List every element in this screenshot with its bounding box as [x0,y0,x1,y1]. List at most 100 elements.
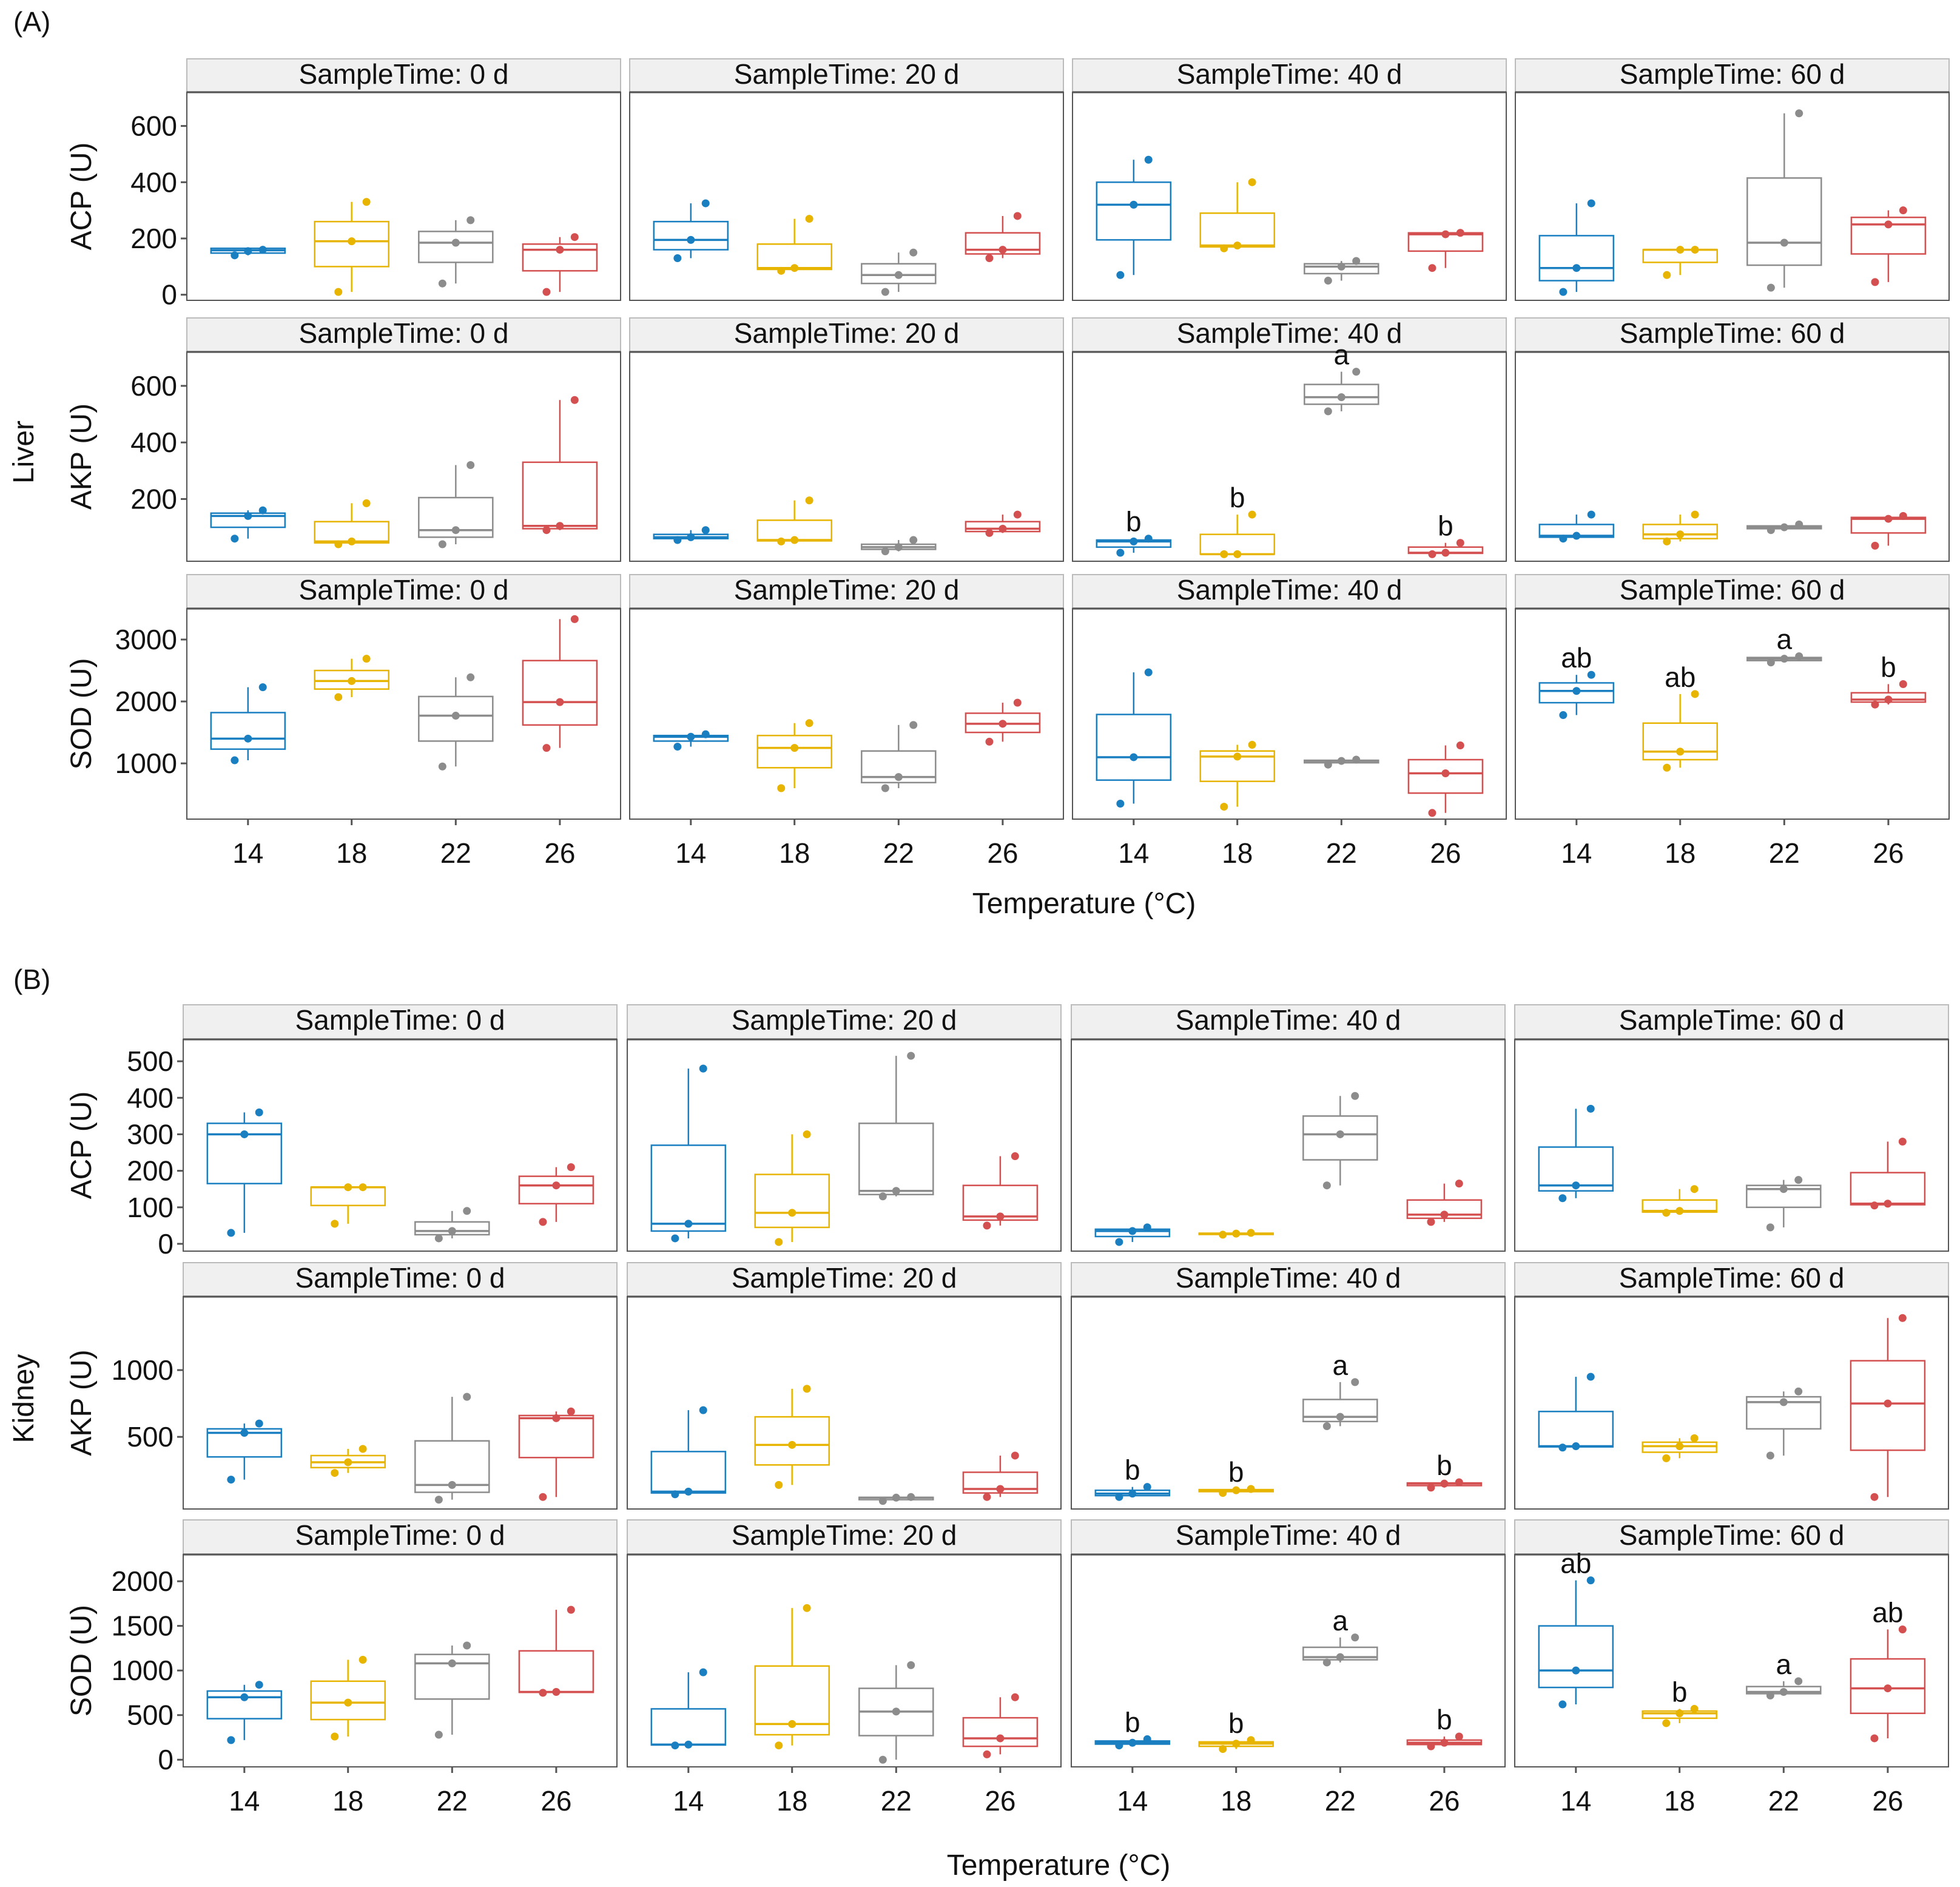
data-point-b-acp-t3-26 [1870,1201,1879,1210]
data-point-b-akp-t1-18 [775,1480,783,1489]
data-point-b-akp-t3-22 [1779,1398,1788,1406]
box-a-acp-t0-22 [418,231,494,263]
box-b-sod-t1-26 [962,1717,1039,1747]
significance-letter-b-sod-t2-14: b [1125,1706,1140,1738]
box-b-acp-t1-18 [754,1173,830,1229]
data-point-a-acp-t1-18 [790,264,799,272]
data-point-b-acp-t1-14 [699,1064,707,1073]
data-point-b-acp-t0-14 [255,1108,263,1116]
y-tick-label-b-akp: 500 [127,1421,173,1453]
data-point-a-akp-t0-14 [244,511,252,520]
box-a-acp-t3-22 [1746,177,1822,266]
data-point-b-sod-t2-22 [1322,1658,1331,1667]
facet-strip-b-acp-t0 [183,1004,618,1040]
data-point-a-acp-t3-22 [1766,283,1775,292]
data-point-b-akp-t2-26 [1455,1478,1463,1487]
data-point-a-sod-t3-22 [1795,652,1803,661]
data-point-a-akp-t1-22 [894,543,903,552]
data-point-b-akp-t0-26 [552,1414,561,1422]
data-point-a-akp-t2-26 [1441,549,1450,557]
data-point-b-akp-t2-22 [1351,1378,1359,1386]
significance-letter-b-sod-t3-18: b [1672,1676,1688,1707]
organ-label-kidney: Kidney [8,1354,40,1443]
facet-strip-a-akp-t3 [1515,317,1950,353]
data-point-a-sod-t2-14 [1116,799,1125,808]
facet-strip-a-acp-t1 [629,58,1064,93]
x-tick-label-a-sod-t3-22: 22 [1769,837,1800,869]
data-point-b-akp-t0-14 [255,1419,263,1428]
data-point-a-sod-t3-14 [1587,670,1595,679]
data-point-a-acp-t0-14 [244,247,252,255]
facet-strip-label-a-acp-t3: SampleTime: 60 d [1620,58,1845,90]
data-point-b-acp-t0-26 [567,1163,575,1172]
x-tick-label-b-sod-t0-22: 22 [437,1785,468,1817]
data-point-a-acp-t3-26 [1871,278,1879,286]
facet-strip-b-akp-t0 [183,1262,618,1297]
facet-strip-a-sod-t1 [629,574,1064,609]
box-b-akp-t1-14 [650,1451,727,1494]
panel-frame-b-acp-t2 [1071,1039,1506,1252]
significance-letter-b-sod-t3-14: ab [1560,1548,1591,1579]
section-label-a: (A) [13,6,50,38]
box-a-acp-t2-18 [1199,212,1275,248]
data-point-b-akp-t0-18 [344,1458,352,1467]
data-point-b-sod-t0-26 [539,1689,547,1697]
data-point-b-akp-t1-22 [907,1493,915,1501]
facet-strip-label-a-sod-t0: SampleTime: 0 d [299,574,509,606]
facet-grid: ACP (U) 0 200 400 600 SampleTime: 0 d SampleTi… [66,58,1950,1817]
data-point-a-acp-t2-14 [1130,200,1138,209]
data-point-b-acp-t0-26 [539,1218,547,1226]
data-point-b-akp-t0-18 [359,1445,367,1453]
significance-letter-a-sod-t3-18: ab [1665,661,1696,693]
facet-strip-a-acp-t3 [1515,58,1950,93]
data-point-b-sod-t3-22 [1766,1691,1774,1700]
data-point-a-sod-t3-14 [1572,687,1581,695]
data-point-a-acp-t0-26 [542,288,551,296]
data-point-b-acp-t3-14 [1586,1104,1595,1113]
facet-strip-label-b-acp-t1: SampleTime: 20 d [732,1004,957,1036]
x-tick-label-b-sod-t2-26: 26 [1429,1785,1460,1817]
data-point-a-akp-t2-26 [1428,550,1436,558]
data-point-a-akp-t0-26 [542,526,551,535]
data-point-a-acp-t0-26 [556,246,564,254]
data-point-b-sod-t1-14 [699,1668,707,1676]
data-point-a-sod-t2-14 [1144,668,1153,677]
data-point-a-akp-t2-18 [1248,510,1256,519]
data-point-b-sod-t0-26 [552,1687,561,1696]
y-axis-title-b-acp: ACP (U) [66,1092,98,1200]
data-point-b-sod-t1-26 [1011,1693,1019,1701]
data-point-a-sod-t3-26 [1899,680,1907,689]
x-tick-label-b-sod-t2-22: 22 [1325,1785,1356,1817]
data-point-b-akp-t1-14 [684,1487,693,1496]
data-point-a-akp-t0-26 [570,396,579,404]
data-point-a-akp-t0-14 [231,535,239,543]
data-point-b-acp-t1-22 [907,1052,915,1060]
data-point-a-sod-t0-14 [258,683,267,692]
panel-frame-a-sod-t2 [1072,608,1507,820]
x-tick-label-b-sod-t1-18: 18 [776,1785,807,1817]
panel-frame-a-acp-t2 [1072,92,1507,301]
data-point-b-sod-t2-26 [1440,1738,1449,1747]
y-tick-label-a-acp: 0 [161,279,177,311]
x-tick-label-b-sod-t3-22: 22 [1768,1785,1799,1817]
data-point-a-akp-t2-22 [1337,393,1345,402]
data-point-b-acp-t1-14 [684,1220,693,1228]
x-tick-label-a-sod-t0-22: 22 [440,837,471,869]
data-point-a-acp-t2-14 [1144,155,1153,164]
significance-letter-a-sod-t3-14: ab [1561,642,1592,673]
facet-strip-label-b-akp-t1: SampleTime: 20 d [732,1262,957,1294]
data-point-a-sod-t2-18 [1220,803,1228,811]
data-point-b-akp-t0-14 [240,1429,249,1437]
data-point-b-akp-t1-22 [892,1493,900,1502]
data-point-b-sod-t0-22 [463,1641,471,1650]
y-tick-label-b-acp: 400 [127,1082,173,1113]
data-point-b-acp-t0-14 [227,1229,235,1237]
data-point-b-acp-t1-26 [996,1212,1005,1221]
data-point-b-akp-t1-26 [996,1485,1005,1493]
data-point-a-acp-t1-14 [673,254,682,262]
data-point-a-sod-t2-22 [1352,755,1361,764]
y-axis-title-a-acp: ACP (U) [66,143,98,251]
x-tick-label-a-sod-t3-26: 26 [1873,837,1904,869]
data-point-b-sod-t0-26 [567,1605,575,1614]
data-point-b-acp-t3-18 [1675,1207,1684,1215]
